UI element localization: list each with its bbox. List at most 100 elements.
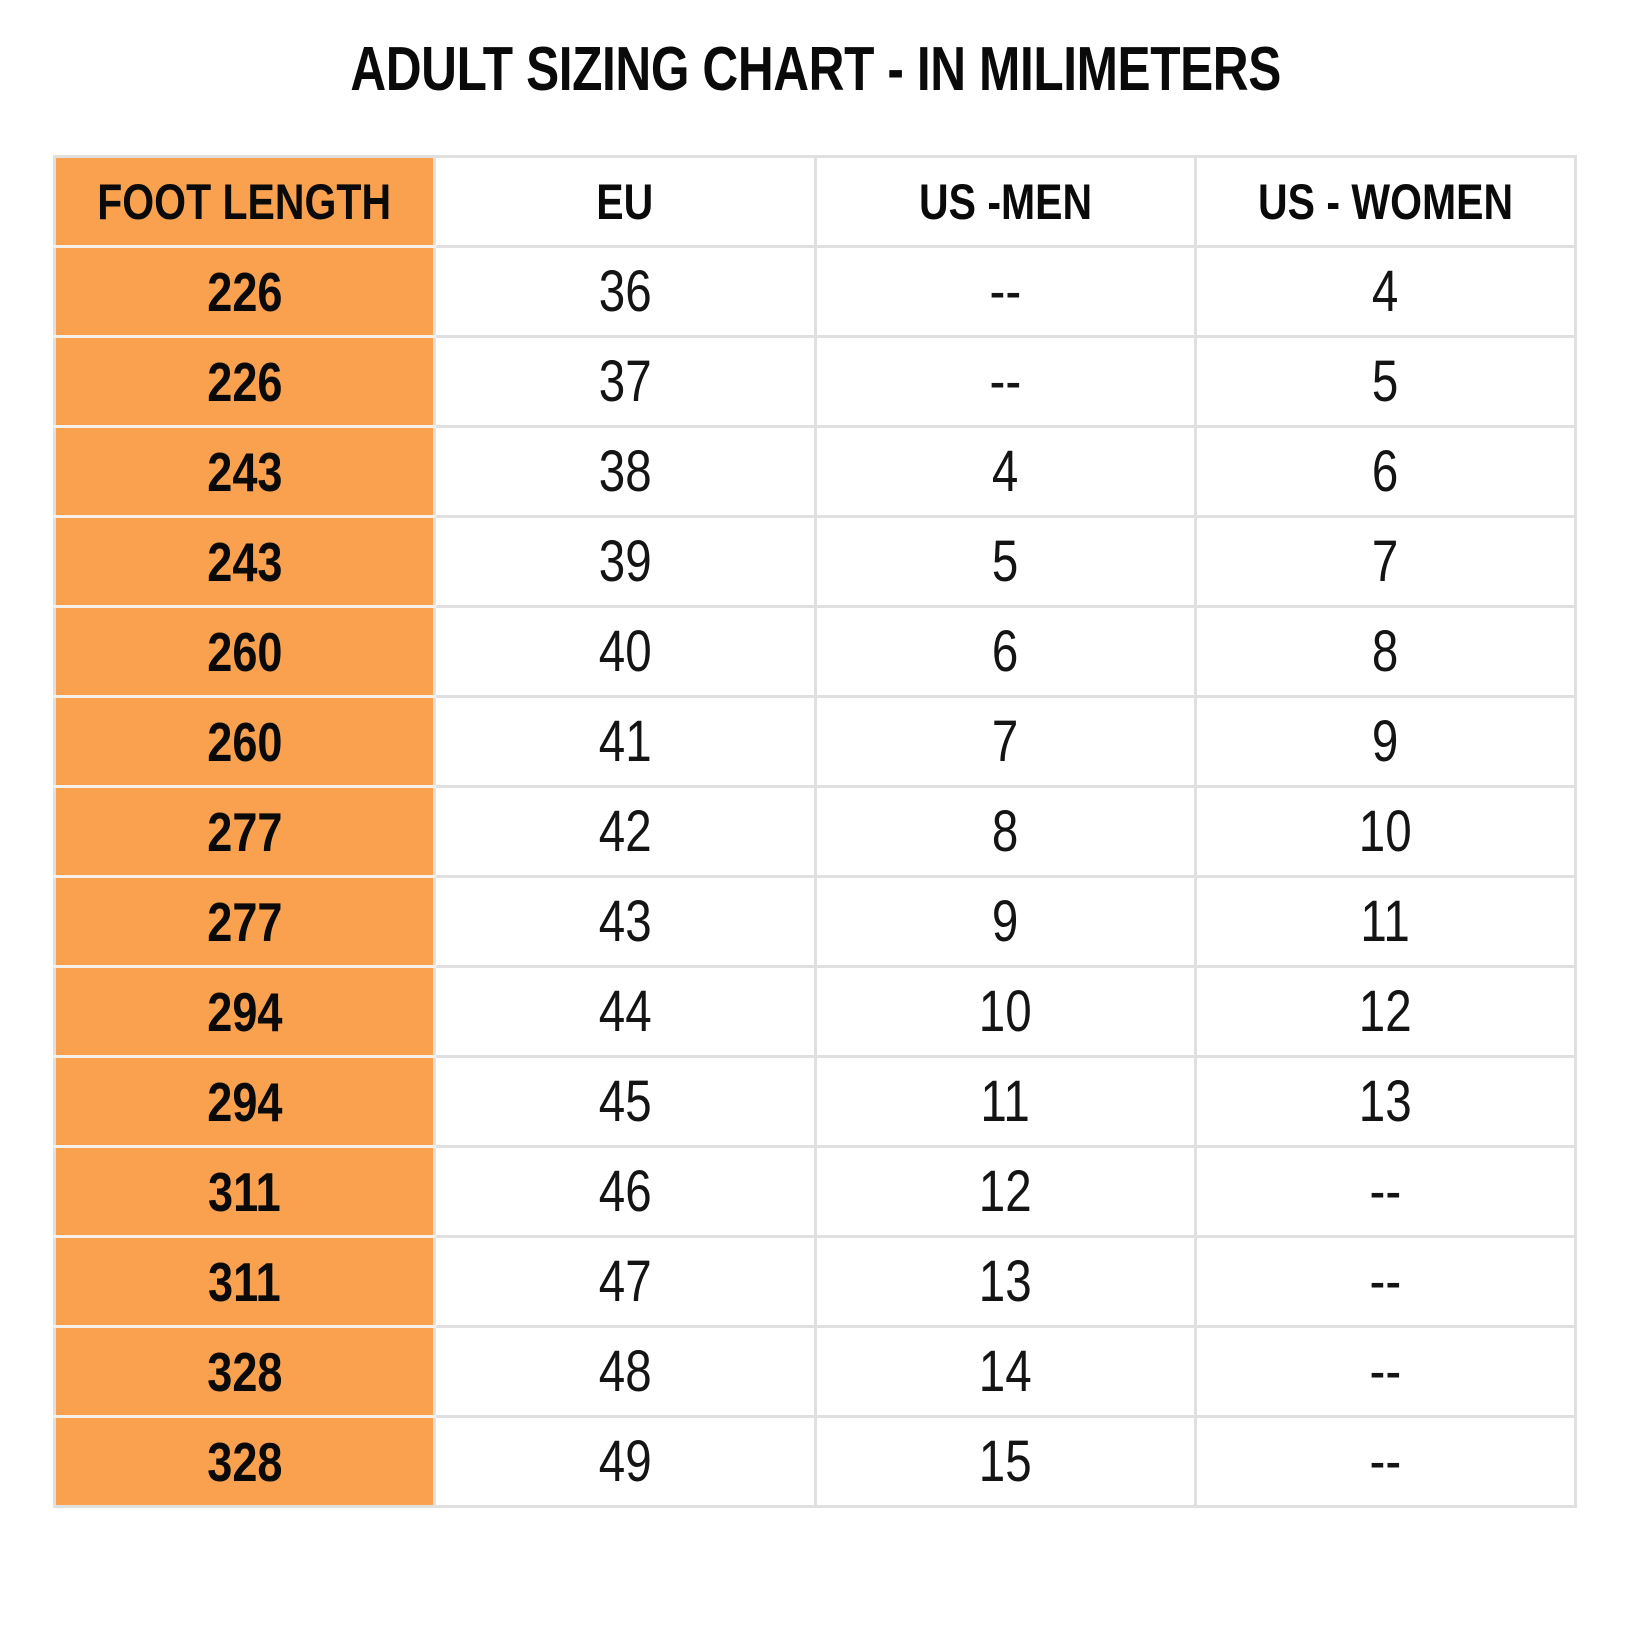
cell-value: 226 (206, 260, 283, 323)
cell-value: 43 (598, 889, 652, 954)
cell-value: 49 (598, 1429, 652, 1494)
cell-value: 40 (598, 619, 652, 684)
cell-value: 294 (206, 1070, 283, 1133)
cell-value: 243 (206, 440, 283, 503)
cell-value: 260 (206, 620, 283, 683)
col-header-us-men: US -MEN (813, 155, 1197, 248)
cell-eu: 40 (433, 605, 817, 698)
cell-us-men: 10 (813, 965, 1197, 1058)
cell-us-men: 11 (813, 1055, 1197, 1148)
cell-us-women: 13 (1193, 1055, 1578, 1148)
cell-us-men: 12 (813, 1145, 1197, 1238)
cell-us-women: -- (1193, 1145, 1578, 1238)
header-row: FOOT LENGTH EU US -MEN US - WOMEN (52, 155, 1578, 248)
table-row: 260 40 6 8 (52, 605, 1578, 698)
cell-value: 15 (978, 1429, 1032, 1494)
cell-value: -- (989, 349, 1021, 414)
cell-value: 44 (598, 979, 652, 1044)
cell-value: 328 (206, 1430, 283, 1493)
cell-foot-length: 243 (52, 425, 437, 518)
cell-value: 4 (1372, 259, 1399, 324)
cell-us-men: -- (813, 245, 1197, 338)
cell-value: 6 (991, 619, 1019, 684)
cell-value: 9 (1372, 709, 1399, 774)
cell-us-men: 14 (813, 1325, 1197, 1418)
cell-value: 4 (991, 439, 1019, 504)
cell-value: 6 (1372, 439, 1399, 504)
cell-eu: 41 (433, 695, 817, 788)
cell-value: 47 (598, 1249, 652, 1314)
cell-us-women: 10 (1193, 785, 1578, 878)
cell-us-women: 6 (1193, 425, 1578, 518)
cell-value: 48 (598, 1339, 652, 1404)
table-header: FOOT LENGTH EU US -MEN US - WOMEN (52, 155, 1578, 248)
cell-foot-length: 328 (52, 1415, 437, 1508)
col-header-label: FOOT LENGTH (97, 173, 392, 230)
cell-foot-length: 294 (52, 965, 437, 1058)
cell-us-men: 8 (813, 785, 1197, 878)
cell-foot-length: 226 (52, 335, 437, 428)
table-row: 243 38 4 6 (52, 425, 1578, 518)
cell-foot-length: 311 (52, 1235, 437, 1328)
cell-value: -- (1369, 1159, 1402, 1224)
cell-value: 13 (978, 1249, 1032, 1314)
table-row: 328 49 15 -- (52, 1415, 1578, 1508)
table-row: 294 44 10 12 (52, 965, 1578, 1058)
cell-value: 41 (598, 709, 652, 774)
cell-us-women: -- (1193, 1325, 1578, 1418)
cell-foot-length: 277 (52, 875, 437, 968)
cell-us-women: 4 (1193, 245, 1578, 338)
sizing-table: FOOT LENGTH EU US -MEN US - WOMEN 226 36 -… (52, 155, 1578, 1508)
cell-us-women: 11 (1193, 875, 1578, 968)
cell-eu: 43 (433, 875, 817, 968)
cell-value: 12 (1358, 979, 1412, 1044)
cell-us-men: 6 (813, 605, 1197, 698)
cell-foot-length: 311 (52, 1145, 437, 1238)
cell-value: 39 (598, 529, 652, 594)
cell-value: 226 (206, 350, 283, 413)
cell-value: 13 (1358, 1069, 1412, 1134)
table-body: 226 36 -- 4 226 37 -- 5 243 38 4 6 243 39 5 7 260 40 6 8 260… (52, 245, 1578, 1508)
cell-foot-length: 260 (52, 695, 437, 788)
cell-foot-length: 277 (52, 785, 437, 878)
cell-foot-length: 226 (52, 245, 437, 338)
col-header-label: US - WOMEN (1257, 173, 1513, 230)
cell-value: 8 (991, 799, 1019, 864)
cell-value: 311 (208, 1160, 281, 1223)
cell-value: 46 (598, 1159, 652, 1224)
cell-eu: 47 (433, 1235, 817, 1328)
cell-eu: 49 (433, 1415, 817, 1508)
cell-value: 11 (980, 1069, 1030, 1134)
cell-foot-length: 243 (52, 515, 437, 608)
cell-value: 10 (978, 979, 1032, 1044)
cell-value: 5 (1372, 349, 1399, 414)
cell-value: 37 (598, 349, 652, 414)
table-row: 226 36 -- 4 (52, 245, 1578, 338)
table-row: 226 37 -- 5 (52, 335, 1578, 428)
table-row: 294 45 11 13 (52, 1055, 1578, 1148)
cell-us-men: -- (813, 335, 1197, 428)
cell-value: 12 (978, 1159, 1032, 1224)
cell-us-women: 9 (1193, 695, 1578, 788)
cell-value: -- (1369, 1339, 1402, 1404)
cell-value: 294 (206, 980, 283, 1043)
cell-value: 7 (991, 709, 1019, 774)
cell-value: 311 (208, 1250, 281, 1313)
cell-eu: 44 (433, 965, 817, 1058)
col-header-label: US -MEN (918, 173, 1092, 230)
cell-value: 10 (1358, 799, 1412, 864)
cell-eu: 46 (433, 1145, 817, 1238)
cell-value: -- (1369, 1249, 1402, 1314)
col-header-foot-length: FOOT LENGTH (52, 155, 437, 248)
cell-us-men: 7 (813, 695, 1197, 788)
col-header-label: EU (596, 173, 654, 230)
cell-us-men: 9 (813, 875, 1197, 968)
cell-us-women: 5 (1193, 335, 1578, 428)
cell-eu: 48 (433, 1325, 817, 1418)
cell-us-women: -- (1193, 1235, 1578, 1328)
cell-value: 8 (1372, 619, 1399, 684)
cell-value: 9 (991, 889, 1019, 954)
cell-eu: 37 (433, 335, 817, 428)
col-header-us-women: US - WOMEN (1193, 155, 1578, 248)
cell-us-women: 12 (1193, 965, 1578, 1058)
